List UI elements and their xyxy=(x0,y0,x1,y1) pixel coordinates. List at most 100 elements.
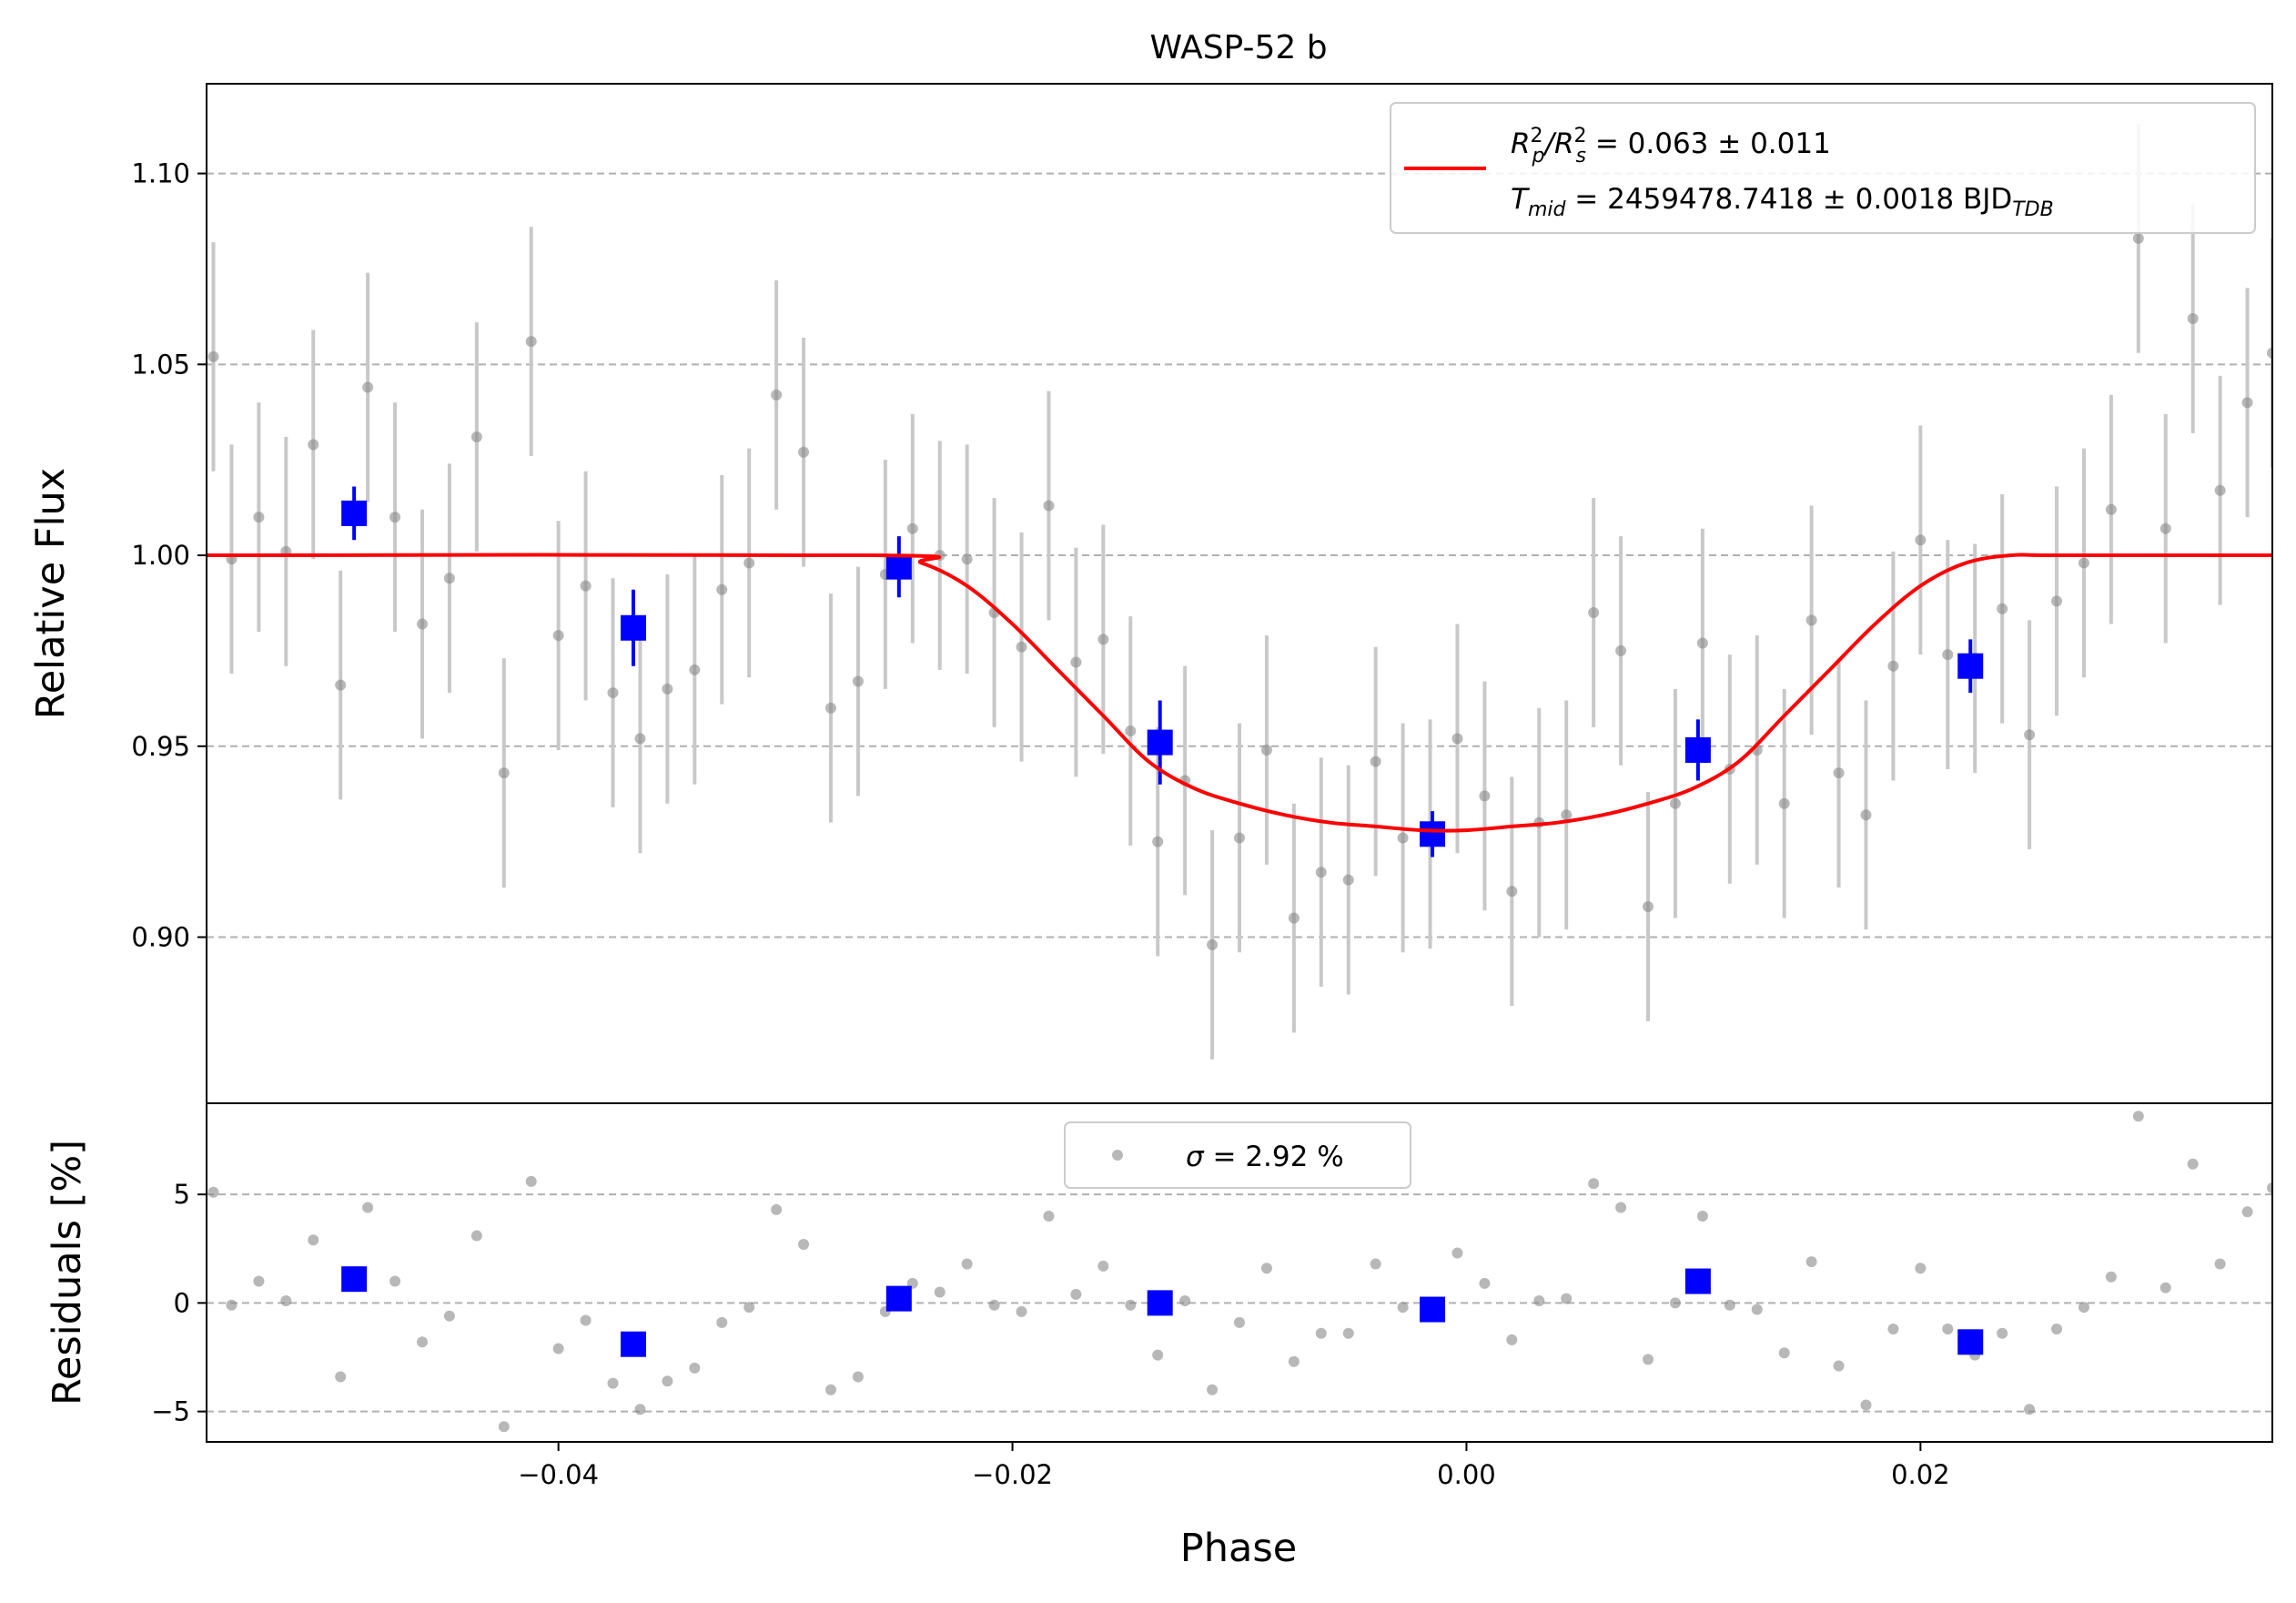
flux-raw-point xyxy=(2132,232,2144,244)
flux-raw-point xyxy=(1370,756,1381,767)
flux-binned-point xyxy=(885,553,912,580)
flux-raw-point xyxy=(1315,867,1327,878)
flux-raw-point xyxy=(1696,637,1708,649)
residual-raw-point xyxy=(1805,1256,1817,1268)
residual-raw-point xyxy=(1207,1384,1219,1395)
flux-raw-point xyxy=(335,679,347,691)
residual-raw-point xyxy=(1778,1347,1790,1359)
flux-raw-point xyxy=(689,664,701,675)
flux-binned-point xyxy=(1684,736,1711,763)
residual-raw-point xyxy=(824,1384,836,1395)
flux-raw-point xyxy=(389,512,401,523)
flux-binned-points xyxy=(341,486,1984,857)
flux-legend: R2 p/R2 s = 0.063 ± 0.011 Tmid = 2459478.7… xyxy=(1390,102,2256,234)
residual-raw-point xyxy=(634,1404,646,1415)
residual-raw-point xyxy=(2241,1206,2253,1218)
residual-raw-point xyxy=(1860,1399,1872,1411)
residual-raw-point xyxy=(1342,1327,1354,1339)
flux-raw-point xyxy=(2241,397,2253,409)
flux-raw-point xyxy=(716,583,728,595)
legend-rp-rs: R2 p/R2 s = 0.063 ± 0.011 xyxy=(1511,125,1831,167)
transit-model xyxy=(207,553,2272,833)
flux-raw-point xyxy=(525,336,537,348)
residual-raw-point xyxy=(416,1336,428,1348)
flux-raw-point xyxy=(443,573,455,584)
flux-raw-point xyxy=(470,431,482,443)
flux-y-tick-label: 0.95 xyxy=(131,731,190,762)
flux-y-tick-label: 0.90 xyxy=(131,922,190,953)
flux-binned-point xyxy=(1147,729,1173,756)
residual-raw-point xyxy=(2159,1282,2171,1294)
residual-legend: σ = 2.92 % xyxy=(1064,1121,1411,1189)
flux-raw-point xyxy=(308,439,319,451)
residual-y-tick-label: 0 xyxy=(174,1287,190,1318)
residual-raw-point xyxy=(498,1421,510,1433)
residual-raw-point xyxy=(280,1295,292,1306)
residual-binned-point xyxy=(620,1331,646,1357)
residual-binned-points xyxy=(341,1266,1984,1357)
residual-binned-point xyxy=(1147,1290,1173,1316)
flux-raw-point xyxy=(607,687,619,699)
flux-raw-point xyxy=(1561,809,1573,821)
flux-raw-point xyxy=(771,389,783,401)
flux-raw-point xyxy=(1915,534,1927,546)
residual-raw-point xyxy=(253,1275,265,1287)
flux-raw-point xyxy=(1997,603,2008,614)
flux-raw-point xyxy=(362,381,374,393)
flux-raw-point xyxy=(906,522,918,534)
residual-raw-point xyxy=(226,1299,238,1311)
residual-raw-point xyxy=(1479,1277,1491,1289)
residual-raw-point xyxy=(1179,1295,1191,1306)
flux-raw-point xyxy=(1070,656,1082,668)
residual-raw-point xyxy=(1533,1295,1545,1306)
residual-raw-point xyxy=(2078,1302,2089,1314)
flux-raw-point xyxy=(1097,634,1109,645)
flux-raw-point xyxy=(2187,312,2199,324)
residual-raw-point xyxy=(1451,1247,1463,1259)
flux-y-tick-label: 1.00 xyxy=(131,540,190,571)
residual-raw-point xyxy=(1152,1349,1164,1361)
residual-y-axis-label: Residuals [%] xyxy=(45,1140,90,1405)
flux-binned-point xyxy=(620,614,646,641)
flux-raw-point xyxy=(1643,900,1654,912)
flux-y-axis-label: Relative Flux xyxy=(28,468,74,719)
residual-raw-point xyxy=(2132,1111,2144,1122)
residual-raw-point xyxy=(1997,1327,2008,1339)
x-tick-label: −0.04 xyxy=(518,1459,599,1490)
residual-raw-point xyxy=(689,1362,701,1374)
residual-raw-point xyxy=(607,1377,619,1389)
flux-raw-point xyxy=(1342,874,1354,886)
flux-raw-point xyxy=(1152,836,1164,847)
flux-raw-point xyxy=(1260,744,1272,756)
residual-raw-point xyxy=(1561,1293,1573,1304)
flux-raw-point xyxy=(961,553,973,565)
flux-raw-point xyxy=(1207,938,1219,950)
flux-raw-point xyxy=(1125,725,1137,737)
residual-raw-point xyxy=(1043,1211,1055,1222)
chart-title: WASP-52 b xyxy=(1149,29,1327,66)
residual-raw-point xyxy=(1588,1178,1600,1190)
flux-raw-point xyxy=(1887,660,1899,672)
flux-raw-point xyxy=(498,767,510,779)
flux-raw-point xyxy=(1506,886,1518,898)
flux-raw-point xyxy=(1288,912,1300,924)
residual-raw-point xyxy=(1696,1211,1708,1222)
residual-raw-point xyxy=(362,1202,374,1213)
residual-raw-point xyxy=(1315,1327,1327,1339)
flux-y-tick-label: 1.05 xyxy=(131,349,190,380)
residual-raw-point xyxy=(743,1302,755,1314)
residual-raw-point xyxy=(934,1286,946,1298)
residual-raw-point xyxy=(1288,1355,1300,1367)
residual-raw-point xyxy=(552,1343,564,1354)
residual-raw-point xyxy=(1724,1299,1735,1311)
flux-raw-points xyxy=(207,232,2272,950)
flux-raw-point xyxy=(1615,644,1627,656)
residual-raw-point xyxy=(2105,1271,2117,1283)
residual-raw-point xyxy=(1070,1288,1082,1300)
residual-raw-point xyxy=(1234,1316,1245,1328)
flux-legend-box xyxy=(1390,102,2256,234)
x-axis-label: Phase xyxy=(1180,1526,1297,1571)
flux-raw-point xyxy=(580,580,592,592)
